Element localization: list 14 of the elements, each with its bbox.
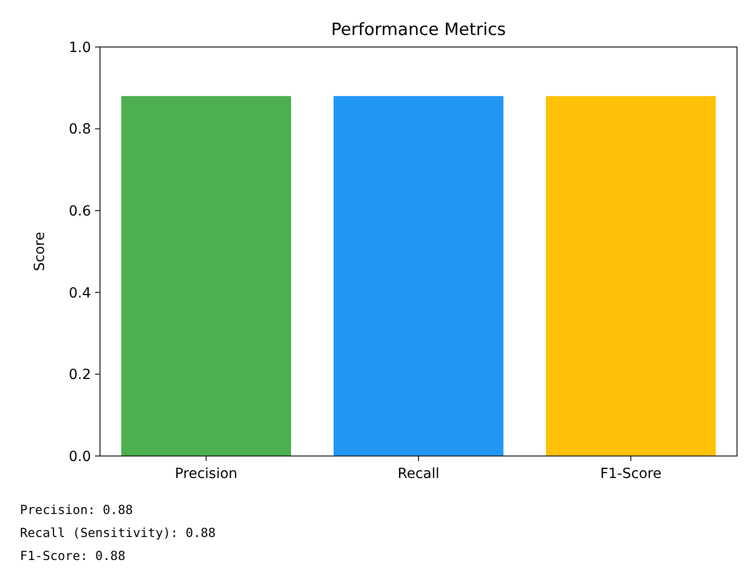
y-axis-title: Score	[32, 232, 48, 272]
y-tick-label: 0.2	[68, 367, 91, 384]
y-tick-label: 0.8	[68, 122, 91, 138]
y-tick-label: 1.0	[68, 40, 91, 56]
x-tick-label: Precision	[174, 466, 238, 482]
y-tick-label: 0.4	[68, 285, 92, 302]
text: Recall (Sensitivity): 0.88	[20, 525, 216, 540]
x-tick-label: F1-Score	[600, 466, 662, 482]
text: Precision: 0.88	[20, 502, 133, 517]
text: F1-Score: 0.88	[20, 548, 126, 563]
y-tick-label: 0.0	[68, 448, 91, 465]
y-tick-label: 0.6	[68, 204, 92, 220]
chart-title: Performance Metrics	[331, 20, 506, 40]
x-tick-label: Recall	[398, 466, 440, 482]
